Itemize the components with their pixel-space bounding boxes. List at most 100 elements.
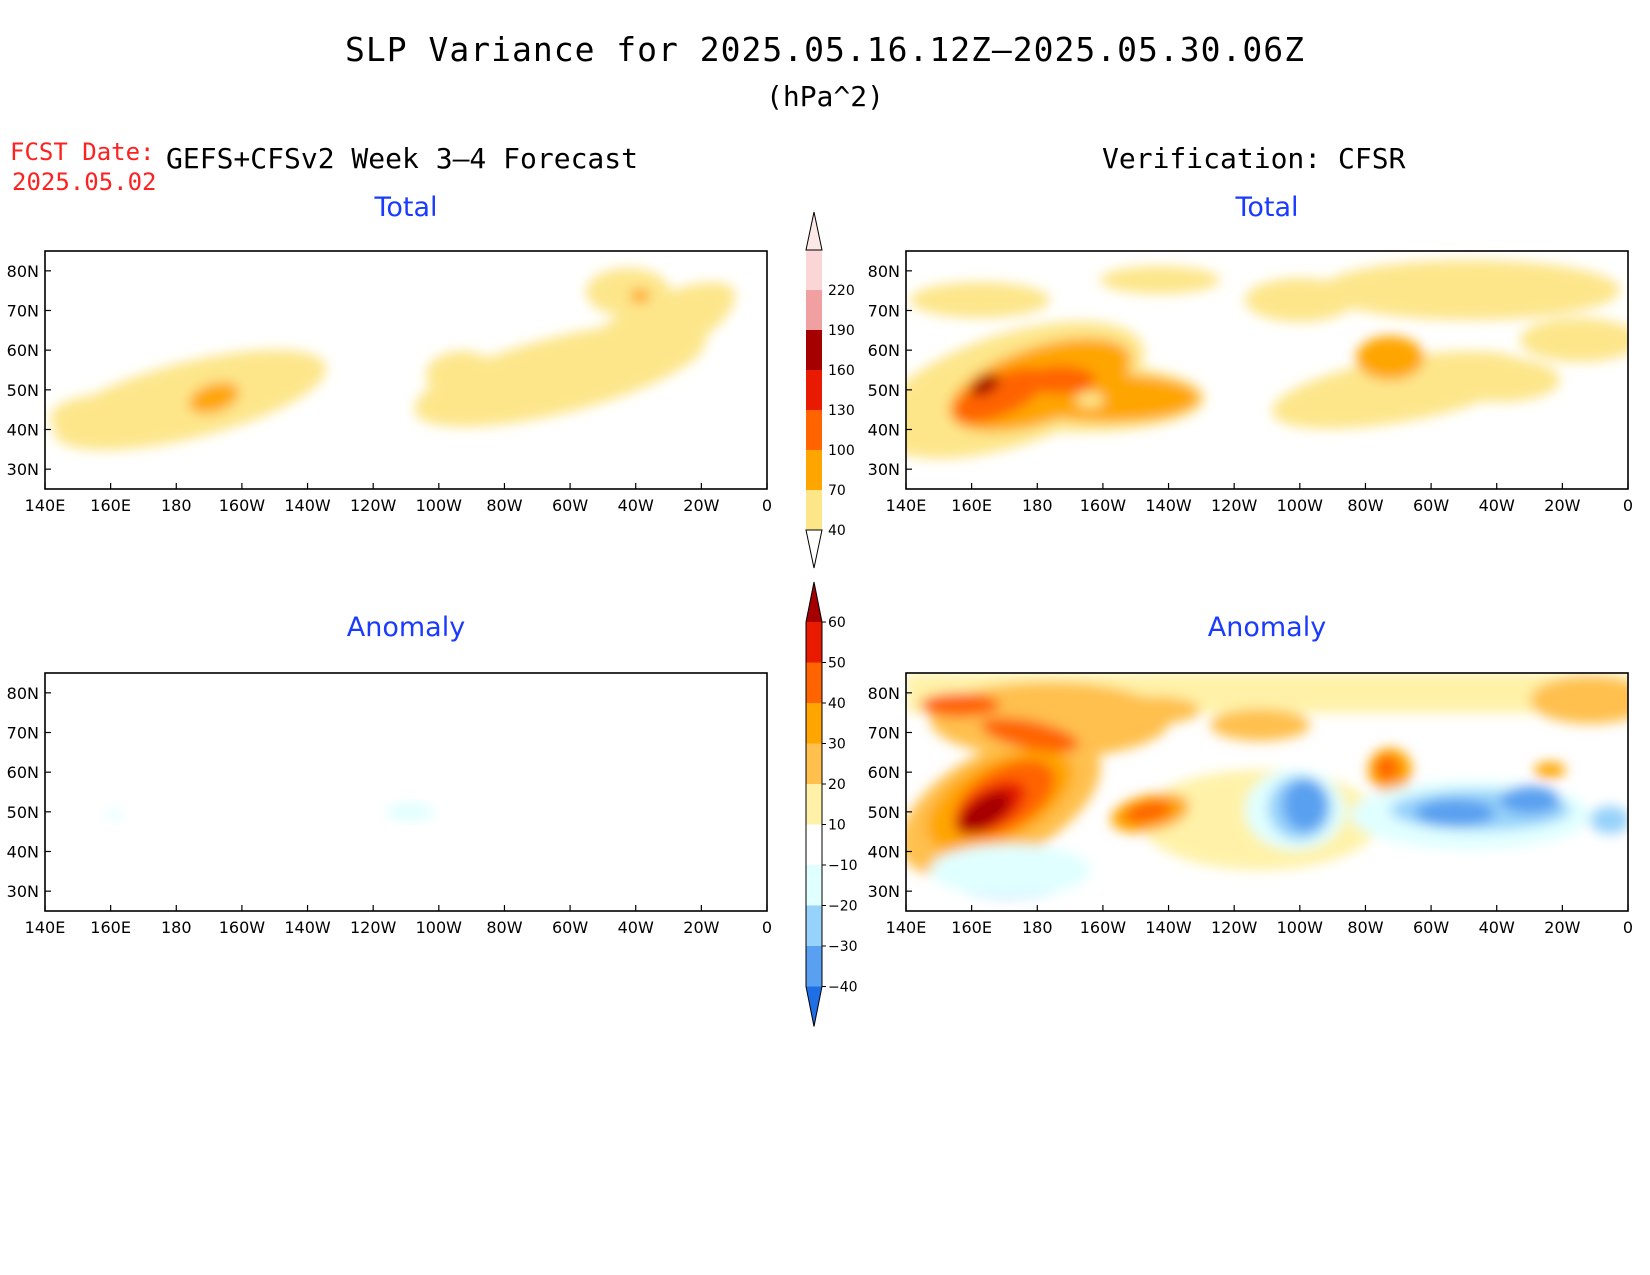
lon-tick-label: 140E [25, 496, 66, 515]
colorbar-total-label: 130 [828, 403, 855, 419]
lat-tick-label: 30N [7, 460, 39, 479]
lat-tick-label: 30N [7, 882, 39, 901]
colorbar-total-top-arrow [805, 211, 823, 251]
lon-tick-label: 120W [350, 918, 397, 937]
lon-tick-label: 160W [219, 496, 266, 515]
lat-tick-label: 80N [868, 684, 900, 703]
lon-tick-label: 40W [618, 496, 654, 515]
colorbar-anomaly-label: 40 [828, 696, 846, 712]
shading-fcst-anomaly [107, 803, 434, 821]
lon-tick-label: 100W [416, 496, 463, 515]
lat-tick-label: 60N [7, 341, 39, 360]
lon-tick-label: 120W [1211, 496, 1258, 515]
lat-tick-label: 70N [7, 302, 39, 321]
shading-cfsr-total [906, 260, 1628, 459]
lon-tick-label: 140W [1145, 918, 1192, 937]
shading-cfsr-anomaly [906, 673, 1628, 898]
lat-tick-label: 30N [868, 460, 900, 479]
panel-fcst-anomaly [44, 672, 768, 912]
colorbar-anomaly-swatch [806, 784, 822, 825]
lon-tick-label: 120W [1211, 918, 1258, 937]
lon-tick-label: 160E [90, 918, 131, 937]
lon-tick-label: 140W [1145, 496, 1192, 515]
lon-tick-label: 100W [1277, 496, 1324, 515]
colorbar-total-swatch [806, 410, 822, 450]
colorbar-anomaly-label: 50 [828, 656, 846, 672]
lat-tick-label: 50N [7, 803, 39, 822]
colorbar-anomaly-label: −30 [828, 939, 858, 955]
colorbar-anomaly-swatch [806, 622, 822, 663]
lat-tick-label: 30N [868, 882, 900, 901]
lon-tick-label: 160W [219, 918, 266, 937]
lon-tick-label: 120W [350, 496, 397, 515]
colorbar-total-swatch [806, 290, 822, 330]
lon-tick-label: 140E [886, 496, 927, 515]
lon-tick-label: 180 [161, 496, 192, 515]
panel-fcst-total [44, 250, 768, 490]
left-heading: GEFS+CFSv2 Week 3–4 Forecast [166, 142, 639, 175]
axis-layer: 140E 160E 180 160W 140W 120W 100W 80W 60W 40W 20W 0… [7, 262, 1633, 937]
lon-tick-label: 0 [1623, 918, 1633, 937]
lat-tick-label: 70N [868, 302, 900, 321]
lat-tick-label: 80N [7, 262, 39, 281]
lat-tick-label: 40N [7, 421, 39, 440]
lon-tick-label: 160E [951, 918, 992, 937]
lat-tick-label: 50N [868, 803, 900, 822]
figure-units: (hPa^2) [765, 80, 884, 113]
figure-title: SLP Variance for 2025.05.16.12Z–2025.05.… [345, 30, 1305, 69]
lon-tick-label: 80W [1347, 918, 1383, 937]
lat-tick-label: 40N [7, 843, 39, 862]
colorbar-anomaly-label: 60 [828, 615, 846, 631]
colorbar-anomaly-label: 20 [828, 777, 846, 793]
lon-tick-label: 40W [618, 918, 654, 937]
lon-tick-label: 160E [951, 496, 992, 515]
colorbar-anomaly: 60 50 40 30 20 10 −10 −20 −30 −40 [805, 581, 858, 1027]
colorbar-total-swatch [806, 490, 822, 530]
lon-tick-label: 60W [552, 496, 588, 515]
lat-tick-label: 70N [7, 724, 39, 743]
colorbar-total: 40 70 100 130 160 190 220 [805, 211, 855, 569]
lon-tick-label: 180 [1022, 918, 1053, 937]
lon-tick-label: 20W [1544, 496, 1580, 515]
colorbar-anomaly-swatch [806, 743, 822, 785]
right-heading: Verification: CFSR [1102, 142, 1406, 175]
lat-tick-label: 40N [868, 421, 900, 440]
colorbar-total-label: 70 [828, 483, 846, 499]
lat-tick-label: 60N [868, 341, 900, 360]
panel-title-cfsr-total: Total [1235, 192, 1299, 223]
colorbar-total-label: 100 [828, 443, 855, 459]
lon-tick-label: 160E [90, 496, 131, 515]
colorbar-total-label: 220 [828, 283, 855, 299]
panel-title-fcst-total: Total [374, 192, 438, 223]
lon-tick-label: 80W [486, 918, 522, 937]
colorbar-anomaly-swatch [806, 662, 822, 704]
lon-tick-label: 160W [1080, 496, 1127, 515]
colorbar-anomaly-label: 10 [828, 818, 846, 834]
panel-title-fcst-anomaly: Anomaly [346, 612, 466, 643]
lon-tick-label: 80W [486, 496, 522, 515]
colorbar-total-bottom-arrow [805, 529, 823, 569]
lon-tick-label: 140E [886, 918, 927, 937]
colorbar-total-swatch [806, 330, 822, 370]
lon-tick-label: 80W [1347, 496, 1383, 515]
lon-tick-label: 40W [1479, 918, 1515, 937]
lon-tick-label: 180 [1022, 496, 1053, 515]
lon-tick-label: 140W [284, 496, 331, 515]
lon-tick-label: 40W [1479, 496, 1515, 515]
colorbar-total-swatch [806, 370, 822, 410]
colorbar-anomaly-swatch [806, 946, 822, 987]
lon-tick-label: 0 [762, 918, 772, 937]
lon-tick-label: 180 [161, 918, 192, 937]
colorbar-anomaly-label: −20 [828, 899, 858, 915]
panel-cfsr-anomaly [905, 672, 1629, 912]
colorbar-total-label: 40 [828, 523, 846, 539]
colorbar-total-swatch [806, 450, 822, 490]
colorbar-total-swatch [806, 250, 822, 290]
colorbar-anomaly-bottom-arrow [806, 986, 822, 1027]
lon-tick-label: 0 [1623, 496, 1633, 515]
colorbar-anomaly-label: −10 [828, 858, 858, 874]
lon-tick-label: 60W [1413, 496, 1449, 515]
panel-cfsr-total [905, 250, 1629, 490]
colorbar-total-label: 190 [828, 323, 855, 339]
